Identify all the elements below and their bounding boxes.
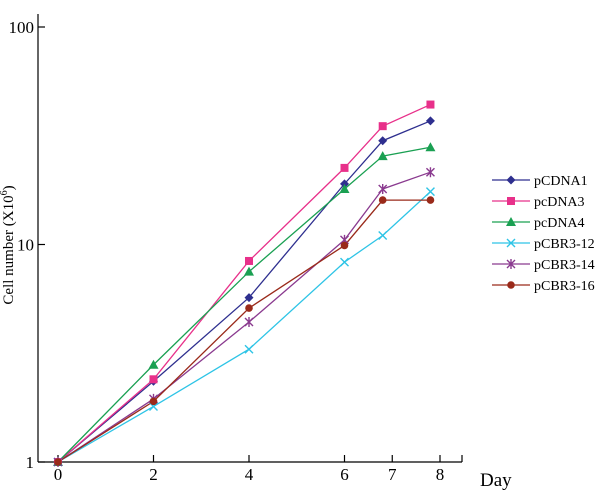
- legend-swatch-marker: [506, 175, 516, 185]
- legend-label-pcdna4: pcDNA4: [534, 216, 585, 231]
- y-axis-title-main: Cell number (X10: [1, 195, 17, 304]
- x-tick-label: 0: [54, 465, 63, 484]
- y-tick-label: 1: [26, 453, 35, 472]
- data-point-pcdna3: [378, 122, 387, 131]
- series-line-pcdna4: [57, 146, 431, 463]
- x-tick-label: 2: [149, 465, 158, 484]
- legend: pCDNA1 pcDNA3 pcDNA4 pCBR3-12 pCBR3-14 pCBR3-…: [492, 174, 595, 294]
- data-point-pcdna1: [425, 116, 435, 126]
- data-point-pcdna3: [245, 256, 253, 265]
- data-point-pcbr3-14: [244, 317, 254, 328]
- legend-label-pcbr3-16: pCBR3-16: [534, 279, 595, 294]
- y-tick-label: 10: [17, 236, 34, 255]
- data-point-pcbr3-16: [340, 241, 349, 250]
- data-point-pcdna1: [340, 179, 349, 189]
- series-line-pcdna3: [57, 103, 431, 463]
- data-point-pcbr3-16: [245, 304, 253, 312]
- data-point-pcbr3-16: [149, 397, 158, 406]
- x-ticks: 0 2 4 6 7 8: [54, 455, 445, 484]
- data-point-pcdna4: [148, 359, 159, 369]
- data-point-pcbr3-16: [426, 196, 435, 204]
- series-markers: [53, 100, 436, 467]
- data-point-pcbr3-16: [378, 196, 387, 204]
- x-tick-label: 4: [245, 465, 254, 484]
- legend-swatch-marker: [506, 217, 516, 226]
- legend-swatch-marker: [506, 259, 516, 269]
- legend-label-pcdna1: pCDNA1: [534, 174, 588, 189]
- data-point-pcdna4: [244, 266, 254, 276]
- data-point-pcbr3-16: [54, 458, 62, 466]
- series-line-pcbr3-12: [57, 191, 431, 463]
- legend-label-pcbr3-14: pCBR3-14: [534, 258, 595, 273]
- y-axis-title: Cell number (X106): [0, 185, 17, 304]
- y-tick-label: 100: [9, 18, 35, 37]
- data-point-pcdna3: [340, 163, 349, 172]
- legend-swatch-marker: [507, 197, 515, 205]
- data-point-pcbr3-14: [425, 167, 435, 178]
- data-point-pcdna1: [378, 136, 388, 146]
- data-point-pcdna1: [244, 293, 254, 303]
- legend-label-pcbr3-12: pCBR3-12: [534, 237, 595, 252]
- x-axis-title: Day: [480, 470, 512, 490]
- data-point-pcdna3: [426, 100, 435, 109]
- legend-swatch-marker: [507, 281, 515, 289]
- data-point-pcbr3-12: [340, 257, 349, 267]
- axes: [37, 14, 463, 463]
- legend-label-pcdna3: pcDNA3: [534, 195, 585, 210]
- series-line-pcdna1: [57, 120, 431, 463]
- series-lines: [57, 103, 431, 463]
- series-line-pcbr3-14: [57, 171, 431, 463]
- data-point-pcbr3-12: [425, 187, 435, 197]
- data-point-pcbr3-14: [378, 183, 388, 194]
- data-point-pcdna4: [339, 183, 350, 193]
- y-ticks: 1 10 100: [9, 18, 45, 472]
- data-point-pcdna4: [377, 151, 388, 161]
- data-point-pcbr3-12: [378, 231, 388, 240]
- x-tick-label: 6: [340, 465, 349, 484]
- data-point-pcbr3-12: [244, 344, 254, 354]
- y-axis-title-close: ): [1, 185, 17, 190]
- series-line-pcbr3-16: [57, 199, 431, 463]
- x-tick-label: 7: [388, 465, 397, 484]
- data-point-pcdna4: [425, 142, 436, 152]
- legend-swatch-marker: [506, 238, 516, 248]
- data-point-pcdna3: [149, 375, 158, 384]
- y-axis-title-sup: 6: [0, 190, 10, 195]
- x-tick-label: 8: [436, 465, 445, 484]
